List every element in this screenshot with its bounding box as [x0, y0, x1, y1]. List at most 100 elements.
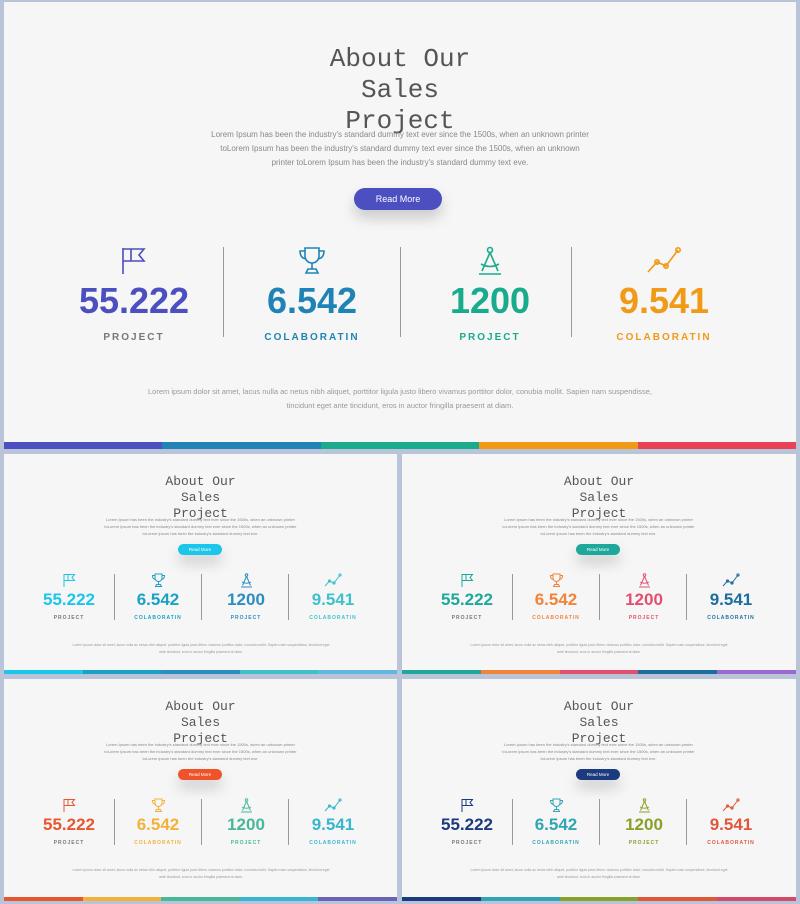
stat-label: PROJECT — [103, 332, 165, 343]
stat-colaboratin-2: 9.541 COLABORATIN — [694, 572, 768, 621]
stat-label: PROJECT — [628, 615, 660, 621]
stat-divider — [400, 247, 401, 337]
stat-label: PROJECT — [451, 615, 483, 621]
slide-title: About Our Sales Project — [563, 474, 635, 521]
slide-title: About Our Sales Project — [165, 699, 236, 746]
stat-colaboratin: 6.542 COLABORATIN — [519, 572, 593, 621]
stat-value: 6.542 — [136, 815, 180, 834]
stat-label: COLABORATIN — [616, 332, 712, 343]
flag-icon — [461, 799, 474, 812]
stat-project: 55.222 PROJECT — [64, 244, 204, 343]
compass-icon — [240, 798, 252, 813]
slide-body-text: Lorem Ipsum has been the industry's stan… — [104, 517, 297, 536]
compass-icon — [638, 573, 650, 588]
flag-icon — [63, 799, 76, 812]
stat-colaboratin-2: 9.541 COLABORATIN — [694, 797, 768, 846]
stat-divider — [223, 247, 224, 337]
slide-body-text: Lorem Ipsum has been the industry's stan… — [211, 130, 589, 167]
stat-value: 6.542 — [534, 815, 578, 834]
stat-value: 6.542 — [534, 590, 578, 609]
compass-icon — [479, 246, 501, 275]
color-bar — [4, 897, 397, 901]
line-chart-icon — [722, 573, 740, 587]
compass-icon — [638, 798, 650, 813]
color-bar — [4, 442, 796, 449]
read-more-button[interactable]: Read More — [576, 544, 620, 555]
slide-footer-text: Lorem ipsum dolor sit amet, lacus nulla … — [72, 868, 330, 879]
stat-label: COLABORATIN — [707, 840, 755, 846]
stat-divider — [599, 799, 600, 845]
stat-label: COLABORATIN — [707, 615, 755, 621]
stat-value: 55.222 — [43, 590, 95, 609]
stat-divider — [686, 574, 687, 620]
line-chart-icon — [647, 246, 681, 273]
stat-divider — [571, 247, 572, 337]
stat-colaboratin-2: 9.541 COLABORATIN — [296, 572, 370, 621]
flag-icon — [63, 574, 76, 587]
stat-label: PROJECT — [230, 840, 262, 846]
stat-value: 9.541 — [618, 280, 710, 321]
stat-label: COLABORATIN — [309, 615, 357, 621]
stat-divider — [114, 799, 115, 845]
trophy-icon — [299, 247, 325, 274]
slide-footer-text: Lorem ipsum dolor sit amet, lacus nulla … — [470, 643, 728, 654]
stat-label: PROJECT — [230, 615, 262, 621]
read-more-button[interactable]: Read More — [576, 769, 620, 780]
stat-label: PROJECT — [53, 840, 85, 846]
stat-colaboratin: 6.542 COLABORATIN — [121, 797, 195, 846]
stat-divider — [288, 799, 289, 845]
stat-label: PROJECT — [459, 332, 521, 343]
color-bar — [402, 897, 796, 901]
slide-main: About Our Sales Project Lorem Ipsum has … — [4, 2, 796, 449]
stat-label: COLABORATIN — [134, 840, 182, 846]
stat-project-2: 1200 PROJECT — [420, 244, 560, 343]
stat-project: 55.222 PROJECT — [430, 572, 504, 621]
read-more-button[interactable]: Read More — [178, 769, 222, 780]
stat-colaboratin: 6.542 COLABORATIN — [242, 244, 382, 343]
stat-value: 9.541 — [311, 815, 355, 834]
stat-value: 9.541 — [709, 815, 753, 834]
stat-divider — [599, 574, 600, 620]
stat-divider — [201, 799, 202, 845]
stat-value: 1200 — [227, 590, 265, 609]
trophy-icon — [549, 798, 563, 812]
compass-icon — [240, 573, 252, 588]
stat-value: 1200 — [625, 815, 663, 834]
slide-body-text: Lorem Ipsum has been the industry's stan… — [502, 742, 695, 761]
read-more-button[interactable]: Read More — [354, 188, 442, 210]
slide-title: About Our Sales Project — [165, 474, 236, 521]
slide-title: About Our Sales Project — [329, 44, 471, 136]
stat-label: COLABORATIN — [264, 332, 360, 343]
stat-value: 55.222 — [441, 815, 493, 834]
stat-label: COLABORATIN — [309, 840, 357, 846]
stat-project-2: 1200 PROJECT — [607, 572, 681, 621]
slide-navy: About Our Sales Project Lorem Ipsum has … — [402, 679, 796, 901]
stat-divider — [512, 799, 513, 845]
stat-colaboratin: 6.542 COLABORATIN — [121, 572, 195, 621]
stat-divider — [201, 574, 202, 620]
stat-value: 1200 — [227, 815, 265, 834]
flag-icon — [122, 248, 146, 274]
stat-project: 55.222 PROJECT — [32, 797, 106, 846]
line-chart-icon — [324, 573, 342, 587]
stat-value: 1200 — [449, 280, 531, 321]
slide-orange: About Our Sales Project Lorem Ipsum has … — [4, 679, 397, 901]
stat-value: 6.542 — [266, 280, 358, 321]
stat-value: 6.542 — [136, 590, 180, 609]
stat-project-2: 1200 PROJECT — [607, 797, 681, 846]
stat-project-2: 1200 PROJECT — [209, 572, 283, 621]
trophy-icon — [151, 573, 165, 587]
stat-value: 1200 — [625, 590, 663, 609]
read-more-button[interactable]: Read More — [178, 544, 222, 555]
color-bar — [402, 670, 796, 674]
slide-body-text: Lorem Ipsum has been the industry's stan… — [104, 742, 297, 761]
trophy-icon — [151, 798, 165, 812]
stat-label: COLABORATIN — [134, 615, 182, 621]
stat-label: PROJECT — [53, 615, 85, 621]
stat-value: 55.222 — [78, 280, 190, 321]
stat-project: 55.222 PROJECT — [32, 572, 106, 621]
stat-label: PROJECT — [628, 840, 660, 846]
stat-divider — [288, 574, 289, 620]
stat-value: 9.541 — [311, 590, 355, 609]
stat-colaboratin-2: 9.541 COLABORATIN — [594, 244, 734, 343]
